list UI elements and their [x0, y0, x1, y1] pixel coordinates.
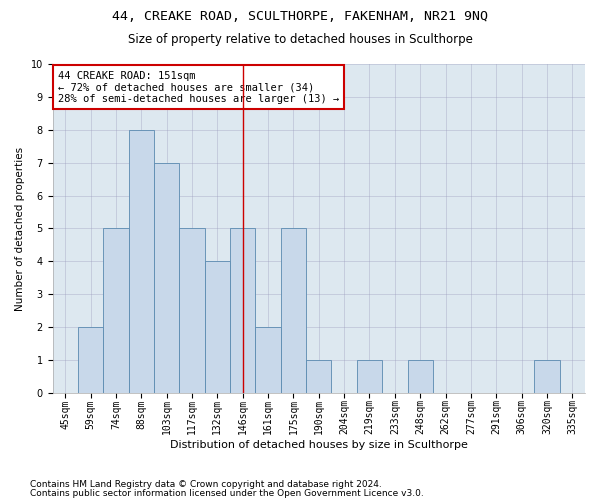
Bar: [256, 327, 281, 393]
Bar: [306, 360, 331, 393]
Bar: [78, 327, 103, 393]
Bar: [205, 262, 230, 393]
Bar: [407, 360, 433, 393]
Text: 44 CREAKE ROAD: 151sqm
← 72% of detached houses are smaller (34)
28% of semi-det: 44 CREAKE ROAD: 151sqm ← 72% of detached…: [58, 70, 339, 104]
Bar: [154, 162, 179, 393]
Bar: [281, 228, 306, 393]
Y-axis label: Number of detached properties: Number of detached properties: [15, 146, 25, 310]
Text: 44, CREAKE ROAD, SCULTHORPE, FAKENHAM, NR21 9NQ: 44, CREAKE ROAD, SCULTHORPE, FAKENHAM, N…: [112, 10, 488, 23]
Bar: [230, 228, 256, 393]
Text: Contains public sector information licensed under the Open Government Licence v3: Contains public sector information licen…: [30, 489, 424, 498]
Text: Contains HM Land Registry data © Crown copyright and database right 2024.: Contains HM Land Registry data © Crown c…: [30, 480, 382, 489]
Bar: [128, 130, 154, 393]
Bar: [534, 360, 560, 393]
Text: Size of property relative to detached houses in Sculthorpe: Size of property relative to detached ho…: [128, 32, 472, 46]
Bar: [103, 228, 128, 393]
Bar: [179, 228, 205, 393]
Bar: [357, 360, 382, 393]
X-axis label: Distribution of detached houses by size in Sculthorpe: Distribution of detached houses by size …: [170, 440, 468, 450]
